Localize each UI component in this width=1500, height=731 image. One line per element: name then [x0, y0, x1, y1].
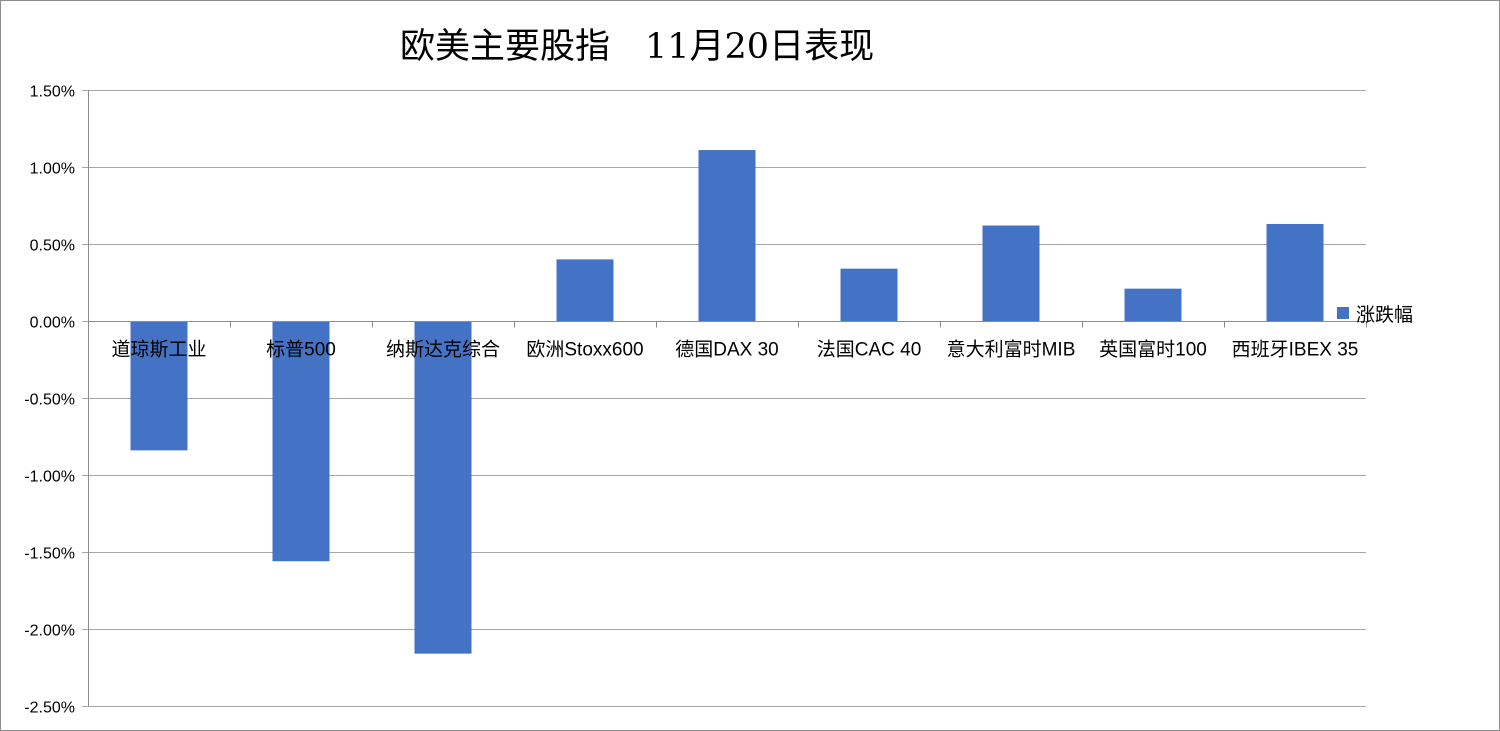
x-tick-label: 欧洲Stoxx600 — [526, 339, 643, 361]
bar — [414, 321, 472, 654]
y-tick-label: 0.50% — [30, 238, 75, 255]
legend: 涨跌幅 — [1337, 304, 1413, 326]
y-tick-label: 1.00% — [30, 161, 75, 178]
bars — [130, 150, 1324, 654]
bar — [556, 259, 614, 321]
legend-label: 涨跌幅 — [1356, 304, 1413, 326]
legend-swatch — [1337, 307, 1349, 319]
x-tick-label: 意大利富时MIB — [947, 339, 1076, 361]
y-tick-label: 1.50% — [30, 84, 75, 101]
bar — [982, 225, 1040, 321]
bar — [1124, 288, 1182, 321]
y-tick-label: -1.00% — [24, 469, 75, 486]
bar — [1266, 223, 1324, 321]
y-tick-label: -1.50% — [24, 546, 75, 563]
bar — [272, 321, 330, 562]
y-tick-label: -0.50% — [24, 392, 75, 409]
bar — [840, 268, 898, 321]
axes — [88, 90, 1367, 706]
y-tick-label: -2.50% — [24, 700, 75, 717]
x-tick-label: 纳斯达克综合 — [386, 339, 500, 361]
x-tick-label: 英国富时100 — [1099, 339, 1207, 361]
x-tick-label: 道琼斯工业 — [111, 339, 206, 361]
bar — [130, 321, 188, 451]
y-axis-tick-labels: 1.50% 1.00% 0.50% 0.00% -0.50% -1.00% -1.50% -2… — [24, 84, 75, 717]
bar — [698, 150, 756, 321]
x-tick-label: 西班牙IBEX 35 — [1232, 339, 1359, 361]
chart-title: 欧美主要股指 11月20日表现 — [400, 27, 874, 67]
x-tick-label: 法国CAC 40 — [817, 339, 922, 361]
y-tick-label: -2.00% — [24, 623, 75, 640]
x-tick-label: 标普500 — [266, 339, 336, 361]
y-tick-label: 0.00% — [30, 315, 75, 332]
x-tick-label: 德国DAX 30 — [675, 339, 778, 361]
x-axis-tick-labels: 道琼斯工业 标普500 纳斯达克综合 欧洲Stoxx600 德国DAX 30 法国CAC … — [111, 339, 1358, 361]
